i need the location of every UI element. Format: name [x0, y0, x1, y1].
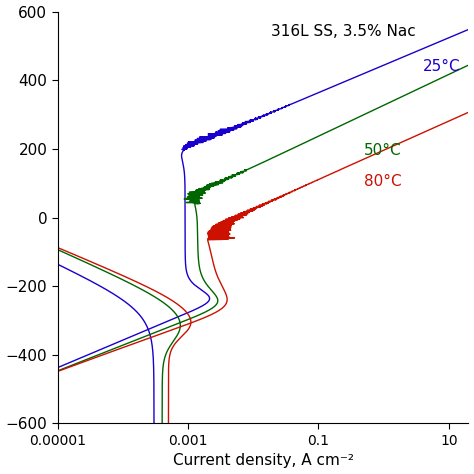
- X-axis label: Current density, A cm⁻²: Current density, A cm⁻²: [173, 454, 354, 468]
- Text: 50°C: 50°C: [364, 143, 401, 158]
- Text: 316L SS, 3.5% Naс: 316L SS, 3.5% Naс: [271, 24, 416, 39]
- Text: 25°C: 25°C: [423, 59, 461, 74]
- Text: 80°C: 80°C: [364, 174, 401, 189]
